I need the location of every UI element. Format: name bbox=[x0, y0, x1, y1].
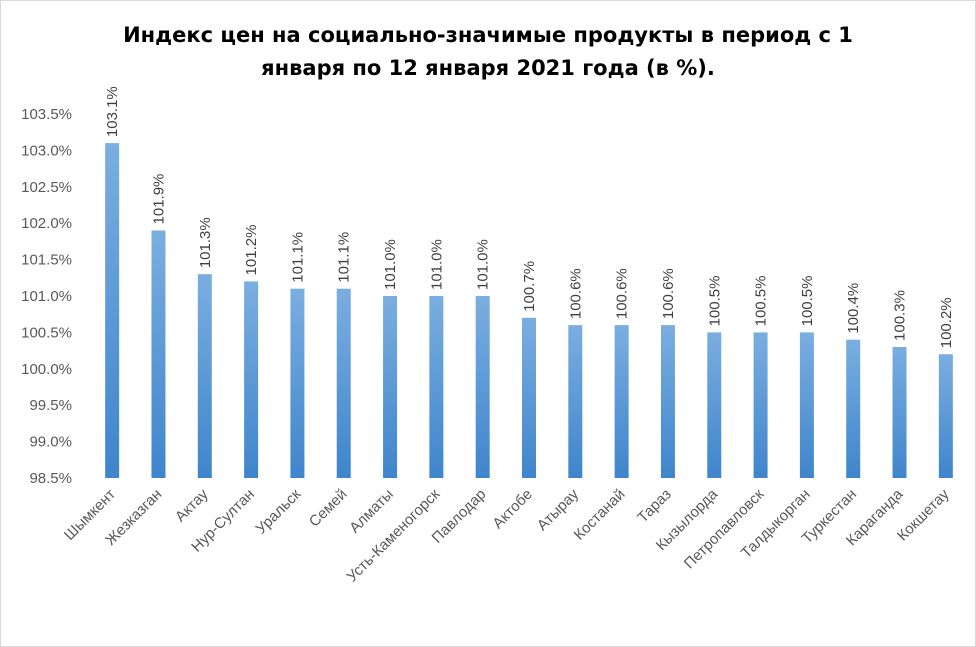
bar bbox=[522, 317, 536, 478]
bar bbox=[105, 143, 120, 478]
data-label: 100.6% bbox=[660, 268, 677, 319]
data-label: 101.1% bbox=[289, 232, 306, 283]
data-label: 101.3% bbox=[197, 217, 214, 268]
bar bbox=[244, 281, 259, 478]
y-tick-label: 100.0% bbox=[21, 361, 72, 378]
y-tick-label: 103.0% bbox=[21, 142, 72, 159]
y-tick-label: 103.5% bbox=[21, 106, 72, 123]
y-tick-label: 101.0% bbox=[21, 288, 72, 305]
data-label: 100.3% bbox=[892, 290, 909, 341]
y-tick-label: 102.5% bbox=[21, 179, 72, 196]
data-label: 100.4% bbox=[845, 283, 862, 334]
bar bbox=[383, 296, 398, 478]
data-label: 100.2% bbox=[938, 297, 955, 348]
y-tick-label: 98.5% bbox=[29, 470, 72, 487]
bar bbox=[568, 325, 583, 478]
x-tick-label: Актобе bbox=[489, 486, 535, 532]
data-label: 101.1% bbox=[336, 232, 353, 283]
bar bbox=[660, 325, 675, 478]
data-label: 101.0% bbox=[475, 239, 492, 290]
bar bbox=[290, 288, 305, 478]
data-label: 100.5% bbox=[799, 276, 816, 327]
data-label: 103.1% bbox=[104, 86, 121, 137]
bar bbox=[799, 332, 814, 478]
bar bbox=[846, 339, 861, 478]
data-labels: 103.1% 101.9% 101.3% 101.2% 101.1% 101.1% 101.… bbox=[104, 86, 955, 348]
data-label: 101.9% bbox=[150, 174, 167, 225]
y-tick-label: 102.0% bbox=[21, 215, 72, 232]
bar bbox=[938, 354, 953, 478]
x-tick-label: Семей bbox=[306, 486, 351, 531]
x-tick-label: Актау bbox=[172, 485, 212, 525]
x-tick-label: Уральск bbox=[253, 485, 305, 537]
bar bbox=[892, 346, 907, 478]
data-label: 100.5% bbox=[706, 276, 723, 327]
bar bbox=[429, 296, 444, 478]
bar bbox=[151, 230, 166, 478]
y-tick-label: 99.5% bbox=[29, 397, 72, 414]
x-tick-label: Костанай bbox=[571, 486, 629, 544]
x-tick-label: Кокшетау bbox=[894, 485, 953, 544]
chart-title: Индекс цен на социально-значимые продукт… bbox=[1, 19, 975, 85]
chart-title-line-1: Индекс цен на социально-значимые продукт… bbox=[123, 23, 853, 47]
data-label: 100.7% bbox=[521, 261, 538, 312]
bar bbox=[336, 288, 351, 478]
data-label: 101.0% bbox=[428, 239, 445, 290]
data-label: 100.5% bbox=[753, 276, 770, 327]
data-label: 100.6% bbox=[567, 268, 584, 319]
bar-series bbox=[105, 143, 953, 478]
chart-title-line-2: января по 12 января 2021 года (в %). bbox=[261, 56, 715, 80]
data-label: 101.2% bbox=[243, 225, 260, 276]
y-tick-label: 99.0% bbox=[29, 434, 72, 451]
x-tick-label: Петропавловск bbox=[681, 486, 768, 573]
bar bbox=[707, 332, 722, 478]
data-label: 100.6% bbox=[614, 268, 631, 319]
y-tick-label: 100.5% bbox=[21, 324, 72, 341]
y-axis: 98.5% 99.0% 99.5% 100.0% 100.5% 101.0% 101.5% 1… bbox=[21, 106, 72, 487]
y-tick-label: 101.5% bbox=[21, 252, 72, 269]
bar bbox=[475, 296, 490, 478]
data-label: 101.0% bbox=[382, 239, 399, 290]
x-tick-label: Тараз bbox=[634, 486, 675, 527]
bar bbox=[614, 325, 629, 478]
bar bbox=[197, 274, 212, 478]
bar bbox=[753, 332, 768, 478]
